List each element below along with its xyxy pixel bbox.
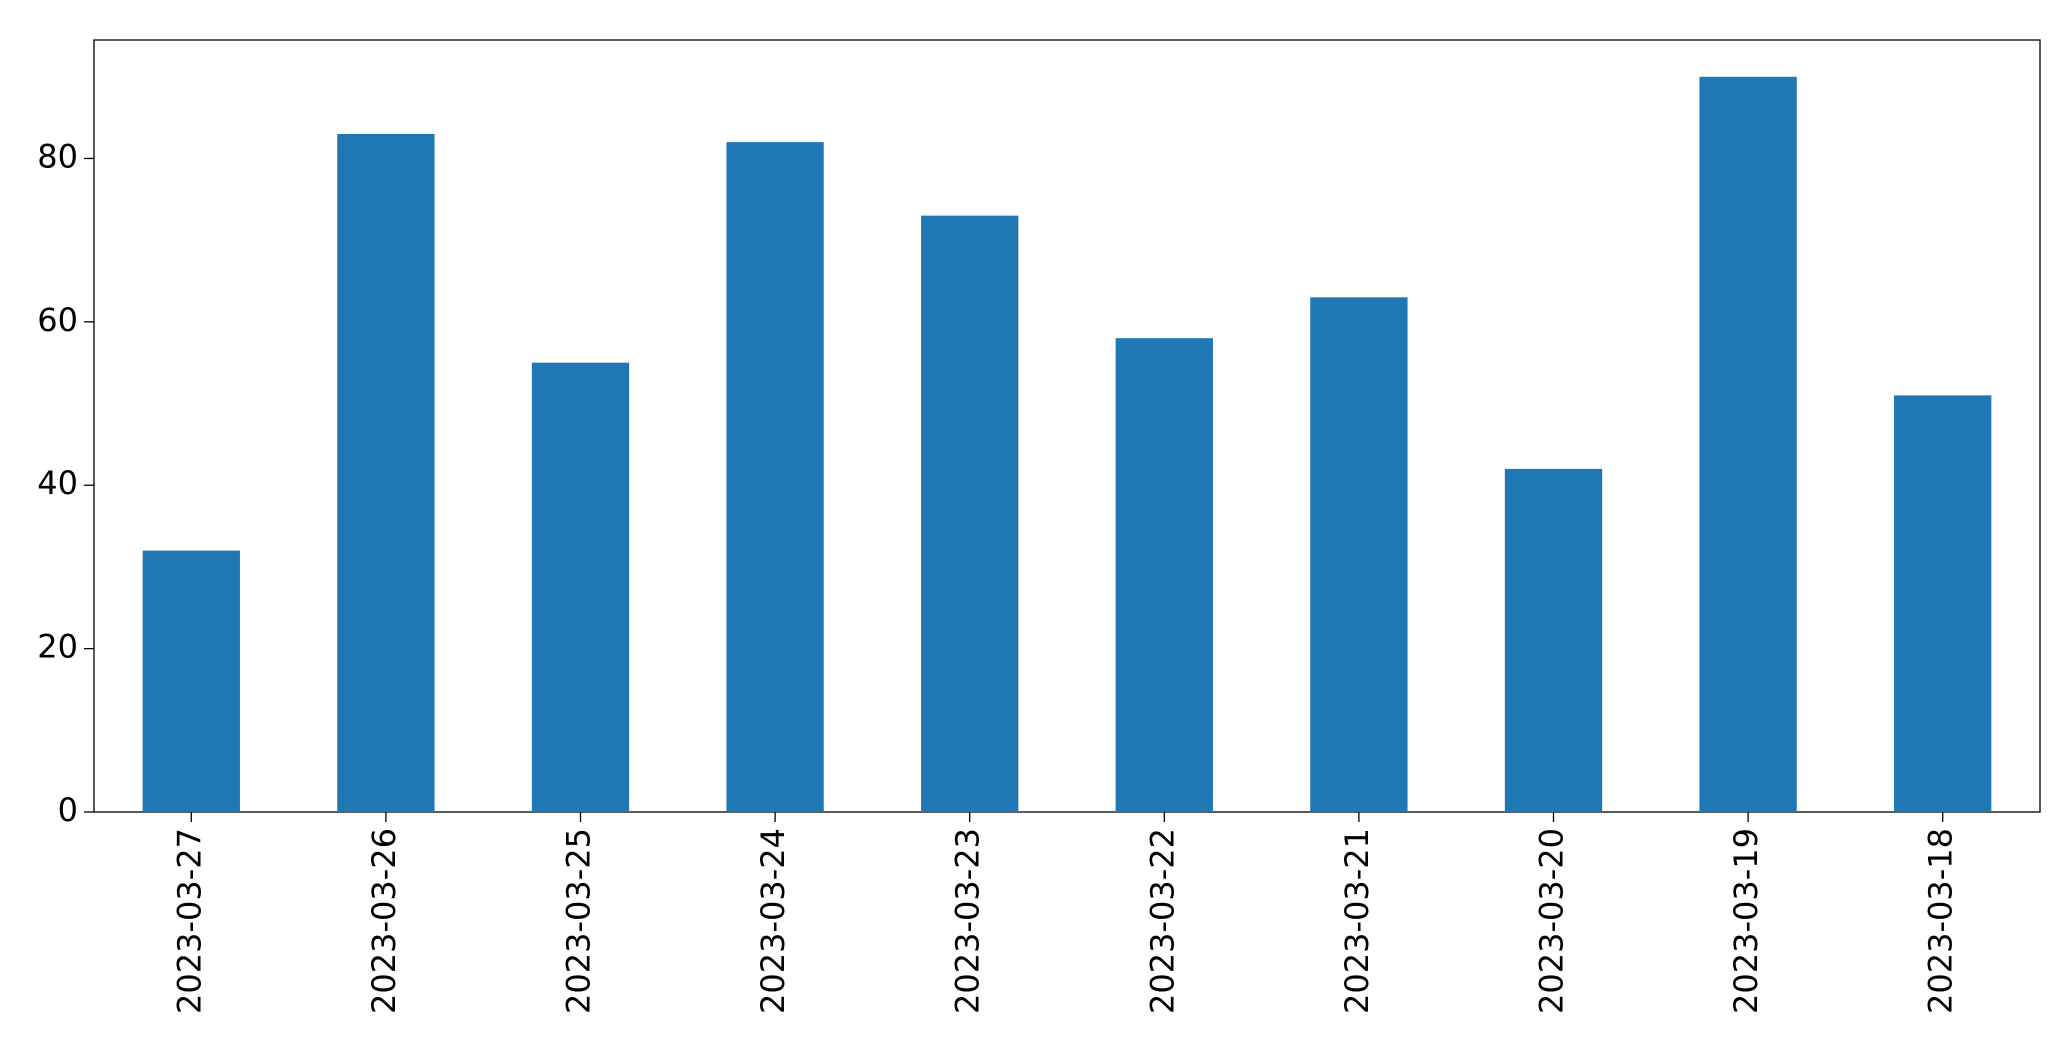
bar xyxy=(531,362,630,812)
x-tick-label: 2023-03-23 xyxy=(949,828,987,1014)
x-tick-label: 2023-03-24 xyxy=(754,828,792,1014)
y-tick-label: 80 xyxy=(37,137,78,175)
x-tick-label: 2023-03-18 xyxy=(1922,828,1960,1014)
plot-frame xyxy=(93,39,2041,813)
x-tick-label: 2023-03-20 xyxy=(1533,828,1571,1014)
bar xyxy=(1699,76,1797,812)
y-tick-label: 20 xyxy=(37,628,78,666)
bar xyxy=(337,133,435,812)
x-tick-label: 2023-03-22 xyxy=(1143,828,1181,1014)
bar xyxy=(142,550,240,812)
x-tick-label: 2023-03-25 xyxy=(560,828,598,1014)
bar xyxy=(1310,297,1408,812)
x-tick-label: 2023-03-27 xyxy=(170,828,208,1014)
y-tick-label: 60 xyxy=(37,301,78,339)
x-tick-label: 2023-03-19 xyxy=(1727,828,1765,1014)
x-tick-label: 2023-03-26 xyxy=(365,828,403,1014)
y-tick-label: 40 xyxy=(37,464,78,502)
bar xyxy=(1894,395,1992,812)
y-tick-label: 0 xyxy=(58,791,78,829)
bar xyxy=(726,142,824,813)
bar xyxy=(921,215,1019,813)
bar xyxy=(1115,338,1213,812)
bar xyxy=(1504,468,1603,812)
x-tick-label: 2023-03-21 xyxy=(1338,828,1376,1014)
